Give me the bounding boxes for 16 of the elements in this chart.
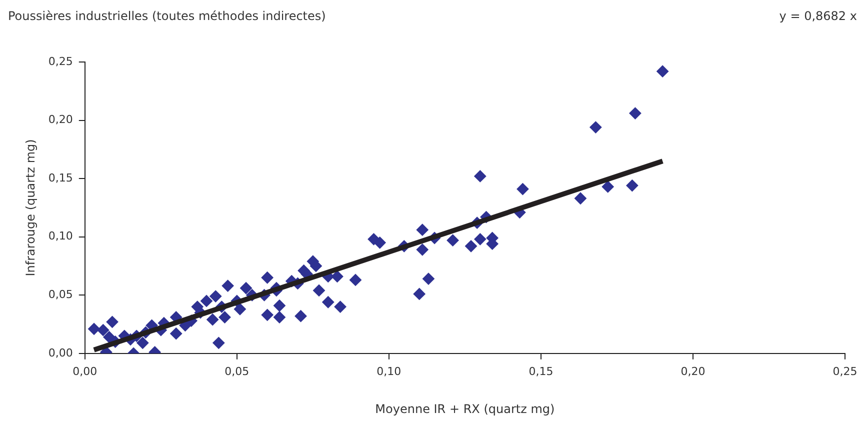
- y-tick-label: 0,10: [48, 230, 73, 243]
- x-tick-label: 0,10: [376, 364, 402, 378]
- y-tick-label: 0,05: [48, 288, 73, 301]
- y-tick-label: 0,25: [48, 54, 73, 68]
- text: y = 0,8682 x: [779, 9, 857, 23]
- chart-title: Poussières industrielles (toutes méthodes indirectes): [8, 9, 326, 23]
- y-tick-label: 0,00: [48, 346, 73, 360]
- x-tick-label: 0,05: [224, 364, 250, 378]
- x-axis-title: Moyenne IR + RX (quartz mg): [375, 402, 555, 416]
- x-tick-label: 0,20: [680, 364, 706, 378]
- y-tick-label: 0,15: [48, 171, 73, 184]
- x-tick-label: 0,15: [528, 364, 554, 378]
- y-tick-label: 0,20: [48, 113, 73, 126]
- x-tick-label: 0,00: [72, 364, 98, 378]
- y-axis-title: Infrarouge (quartz mg): [23, 139, 38, 276]
- x-tick-label: 0,25: [832, 364, 858, 378]
